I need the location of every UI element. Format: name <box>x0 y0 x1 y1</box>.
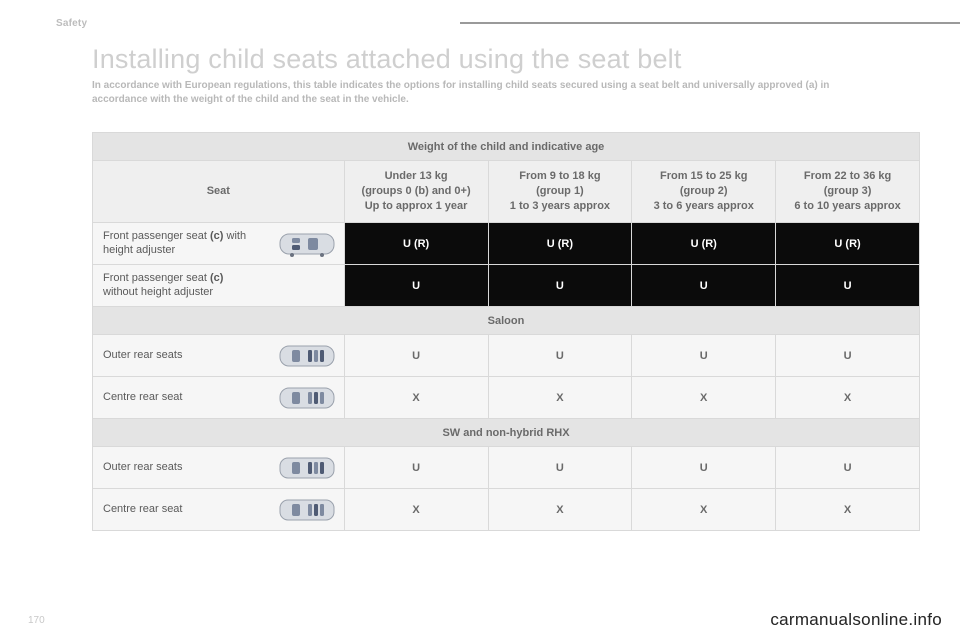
seat-label: Front passenger seat (c) with height adj… <box>103 230 248 258</box>
seat-label-post: without height adjuster <box>103 286 213 298</box>
weight-col-0-l1: Under 13 kg <box>353 169 480 184</box>
val: X <box>776 377 920 419</box>
seat-label: Front passenger seat (c) without height … <box>103 272 248 300</box>
val: X <box>632 377 776 419</box>
seat-label-pre: Front passenger seat <box>103 230 210 242</box>
seat-label: Centre rear seat <box>103 503 182 517</box>
seat-label-cell: Front passenger seat (c) with height adj… <box>93 223 345 265</box>
val: U (R) <box>344 223 488 265</box>
weight-col-3: From 22 to 36 kg (group 3) 6 to 10 years… <box>776 161 920 223</box>
seat-label-bold: (c) <box>210 272 223 284</box>
main-content: Installing child seats attached using th… <box>92 44 920 531</box>
watermark: carmanualsonline.info <box>770 610 942 630</box>
seat-label-bold: (c) <box>210 230 223 242</box>
section-label: Safety <box>56 18 87 29</box>
top-rule <box>460 22 960 24</box>
car-top-icon <box>278 231 336 257</box>
seat-label: Outer rear seats <box>103 461 182 475</box>
car-top-icon <box>278 385 336 411</box>
table-row: Centre rear seat X X X X <box>93 377 920 419</box>
table-row: Front passenger seat (c) with height adj… <box>93 223 920 265</box>
val: U <box>344 265 488 307</box>
weight-col-3-l1: From 22 to 36 kg <box>784 169 911 184</box>
weight-col-2-l1: From 15 to 25 kg <box>640 169 767 184</box>
weight-col-1-l3: 1 to 3 years approx <box>497 199 624 214</box>
val: X <box>344 489 488 531</box>
val: U (R) <box>632 223 776 265</box>
band-label: SW and non-hybrid RHX <box>93 419 920 447</box>
val: U <box>632 335 776 377</box>
table-row: Front passenger seat (c) without height … <box>93 265 920 307</box>
seat-label-pre: Front passenger seat <box>103 272 210 284</box>
val: U (R) <box>776 223 920 265</box>
weight-col-3-l2: (group 3) <box>784 184 911 199</box>
val: U <box>344 447 488 489</box>
weight-col-0-l3: Up to approx 1 year <box>353 199 480 214</box>
car-top-icon <box>278 497 336 523</box>
val: U <box>632 447 776 489</box>
seat-header: Seat <box>93 161 345 223</box>
table-row: Outer rear seats U U U U <box>93 335 920 377</box>
val: X <box>344 377 488 419</box>
weight-col-0-l2: (groups 0 (b) and 0+) <box>353 184 480 199</box>
weight-col-3-l3: 6 to 10 years approx <box>784 199 911 214</box>
val: U <box>344 335 488 377</box>
page-title: Installing child seats attached using th… <box>92 44 920 75</box>
weight-col-1-l2: (group 1) <box>497 184 624 199</box>
intro-text: In accordance with European regulations,… <box>92 79 872 106</box>
weight-col-1: From 9 to 18 kg (group 1) 1 to 3 years a… <box>488 161 632 223</box>
val: U <box>488 335 632 377</box>
weight-col-2-l2: (group 2) <box>640 184 767 199</box>
val: X <box>632 489 776 531</box>
sw-band: SW and non-hybrid RHX <box>93 419 920 447</box>
val: U (R) <box>488 223 632 265</box>
band-label: Saloon <box>93 307 920 335</box>
seat-label-cell: Outer rear seats <box>93 447 345 489</box>
table-row: Outer rear seats U U U U <box>93 447 920 489</box>
header-band: Weight of the child and indicative age <box>93 133 920 161</box>
car-top-icon <box>278 455 336 481</box>
child-seat-table: Weight of the child and indicative age S… <box>92 132 920 531</box>
weight-col-2-l3: 3 to 6 years approx <box>640 199 767 214</box>
weight-col-2: From 15 to 25 kg (group 2) 3 to 6 years … <box>632 161 776 223</box>
val: U <box>776 335 920 377</box>
seat-label-cell: Outer rear seats <box>93 335 345 377</box>
val: X <box>488 377 632 419</box>
val: U <box>488 447 632 489</box>
saloon-band: Saloon <box>93 307 920 335</box>
val: X <box>776 489 920 531</box>
seat-label-cell: Centre rear seat <box>93 489 345 531</box>
seat-label-cell: Front passenger seat (c) without height … <box>93 265 345 307</box>
table-row: Centre rear seat X X X X <box>93 489 920 531</box>
seat-label-cell: Centre rear seat <box>93 377 345 419</box>
seat-label: Centre rear seat <box>103 391 182 405</box>
val: U <box>488 265 632 307</box>
weight-col-1-l1: From 9 to 18 kg <box>497 169 624 184</box>
page-number: 170 <box>28 615 45 626</box>
seat-label: Outer rear seats <box>103 349 182 363</box>
val: U <box>632 265 776 307</box>
val: X <box>488 489 632 531</box>
car-top-icon <box>278 343 336 369</box>
weight-col-0: Under 13 kg (groups 0 (b) and 0+) Up to … <box>344 161 488 223</box>
val: U <box>776 447 920 489</box>
val: U <box>776 265 920 307</box>
